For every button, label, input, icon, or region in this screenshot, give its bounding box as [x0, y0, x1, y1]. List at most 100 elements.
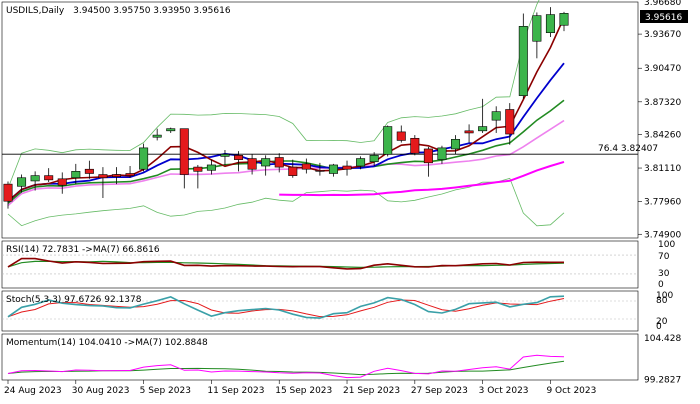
rsi-tick-label: 0	[658, 280, 664, 290]
stoch-k-line	[7, 295, 565, 319]
candle-body	[301, 163, 311, 170]
candle-body	[57, 178, 67, 186]
momentum-pane: Momentum(14) 104.0410 ->MA(7) 102.8848 1…	[1, 333, 681, 385]
stoch-pane-frame	[1, 290, 639, 332]
candle-body	[342, 165, 352, 170]
candle-body	[532, 15, 542, 42]
chart-title: USDILS,Daily 3.94500 3.95750 3.93950 3.9…	[6, 6, 231, 16]
candle	[152, 128, 162, 141]
candle-body	[288, 166, 298, 176]
price-tick-label: 3.84260	[644, 130, 681, 140]
last-price-box	[640, 10, 688, 23]
candle	[166, 127, 176, 133]
time-tick-label: 15 Sep 2023	[275, 386, 332, 396]
symbol-label: USDILS,Daily	[6, 6, 65, 16]
candle	[505, 103, 515, 145]
candle-body	[545, 14, 555, 34]
candle	[383, 125, 393, 157]
candle	[478, 98, 488, 133]
price-tick-label: 3.96680	[644, 0, 681, 8]
upper-band-line	[7, 0, 540, 189]
candle-body	[71, 171, 81, 179]
candle	[369, 152, 379, 167]
candle	[301, 158, 311, 174]
rsi-lines	[7, 257, 565, 270]
candle	[274, 153, 284, 173]
candle	[328, 163, 338, 177]
candle	[545, 7, 555, 37]
candle	[518, 13, 528, 99]
candle-body	[505, 109, 515, 135]
candle-body	[179, 128, 189, 175]
candle-body	[518, 26, 528, 96]
momentum-line	[7, 354, 565, 379]
time-tick-label: 5 Sep 2023	[140, 386, 191, 396]
candle	[193, 164, 203, 189]
ma-long-line	[279, 160, 565, 197]
candle	[57, 172, 67, 194]
rsi-pane: RSI(14) 72.7831 ->MA(7) 66.8616 100 70 300	[1, 240, 675, 290]
candle-body	[315, 169, 325, 172]
candle	[491, 106, 501, 133]
price-tick-label: 3.93670	[644, 30, 681, 40]
candle	[559, 11, 569, 32]
candle-body	[423, 148, 433, 164]
candle-body	[44, 175, 54, 181]
price-pane-frame	[1, 1, 639, 239]
time-tick-label: 11 Sep 2023	[207, 386, 264, 396]
time-tick-label: 30 Aug 2023	[72, 386, 130, 396]
rsi-tick-label: 100	[658, 240, 675, 250]
candle	[30, 171, 40, 191]
candle	[3, 181, 13, 209]
candle-body	[451, 139, 461, 150]
candle	[125, 166, 135, 178]
last-price-label: 3.95616	[645, 13, 682, 23]
momentum-label: Momentum(14) 104.0410 ->MA(7) 102.8848	[6, 338, 208, 348]
momentum-tick-label: 104.428	[644, 334, 681, 344]
candle-body	[247, 158, 257, 170]
momentum-lines	[7, 354, 565, 379]
candle-body	[166, 128, 176, 132]
candle	[410, 135, 420, 156]
stoch-tick-label: 20	[656, 317, 668, 327]
candle-body	[437, 147, 447, 160]
price-tick-label: 3.87320	[644, 98, 681, 108]
candle-body	[111, 174, 121, 177]
candles	[3, 7, 569, 209]
candle-body	[193, 166, 203, 172]
momentum-tick-label: 99.2827	[644, 375, 681, 385]
candle	[84, 160, 94, 179]
fib-line-label: 76.4 3.82407	[598, 144, 658, 154]
stoch-label: Stoch(5,3,3) 97.6726 92.1378	[6, 295, 142, 305]
candle-body	[98, 174, 108, 179]
stoch-tick-label: 100	[656, 291, 673, 301]
candle-body	[491, 111, 501, 121]
candle-body	[17, 177, 27, 187]
candle-body	[478, 126, 488, 132]
candle-body	[261, 158, 271, 167]
candle	[247, 154, 257, 175]
time-tick-label: 9 Oct 2023	[546, 386, 596, 396]
candle-body	[396, 131, 406, 141]
candle-body	[274, 157, 284, 168]
candle-body	[464, 130, 474, 134]
candle	[451, 135, 461, 155]
candle-body	[559, 13, 569, 26]
stoch-tick-label: 0	[656, 322, 662, 332]
candle-body	[369, 155, 379, 163]
rsi-tick-label: 30	[658, 269, 670, 279]
candle	[179, 128, 189, 189]
candle	[206, 159, 216, 175]
rsi-line	[7, 257, 564, 270]
ma-slow-line	[7, 99, 565, 204]
time-tick-label: 27 Sep 2023	[411, 386, 468, 396]
price-axis: 3.96680 3.93670 3.90470 3.87320 3.84260 3.811…	[638, 0, 681, 240]
candle-body	[356, 158, 366, 167]
price-tick-label: 3.90470	[644, 64, 681, 74]
candle	[71, 163, 81, 185]
candle	[111, 167, 121, 185]
candle-body	[152, 134, 162, 138]
